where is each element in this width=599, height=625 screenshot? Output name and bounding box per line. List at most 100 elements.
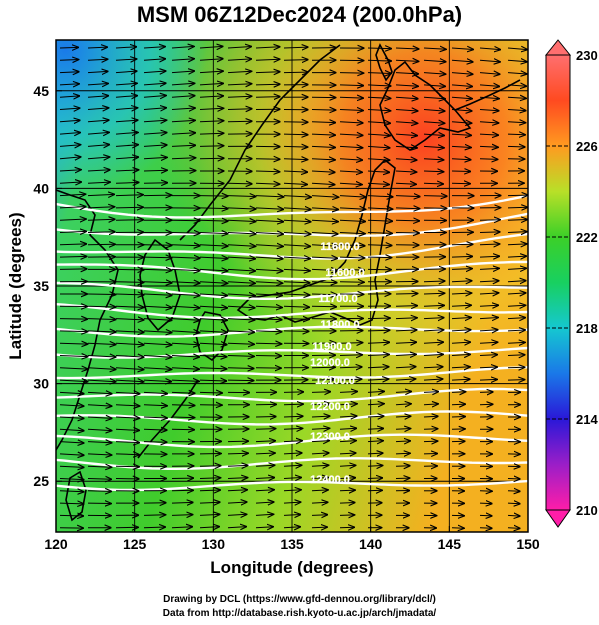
wind-arrow [199,257,228,258]
wind-arrow [171,96,195,98]
wind-arrow [59,133,80,135]
wind-arrow [115,220,143,221]
wind-arrow [451,404,465,405]
wind-arrow [59,108,80,109]
wind-arrow [283,159,308,160]
wind-arrow [87,380,116,382]
wind-arrow [311,515,328,516]
wind-arrow [367,171,390,172]
wind-arrow [423,379,443,380]
wind-arrow [59,182,81,183]
wind-arrow [339,159,363,160]
wind-arrow [339,245,365,246]
wind-arrow [171,380,199,381]
wind-arrow [423,48,446,49]
wind-arrow [199,392,222,393]
wind-arrow [283,282,310,283]
wind-arrow [59,429,84,430]
wind-arrow [115,380,144,382]
wind-arrow [199,269,228,271]
wind-arrow [227,47,251,49]
wind-arrow [115,356,144,358]
wind-arrow [87,356,116,358]
wind-arrow [451,122,472,123]
wind-arrow [451,146,471,147]
wind-arrow [367,404,384,405]
wind-arrow [115,306,144,307]
wind-arrow [339,220,365,221]
wind-arrow [339,257,365,258]
wind-arrow [171,269,200,270]
height-contour-line [56,212,528,237]
wind-arrow [87,244,115,245]
wind-arrow [311,134,335,135]
wind-arrow [143,282,172,283]
wind-arrow [283,60,308,61]
colorbar-tick-label: 230 [576,48,598,63]
wind-arrow [451,281,472,282]
wind-arrow [59,405,84,406]
wind-arrow [171,133,195,134]
colorbar-bottom-triangle [545,509,571,528]
wind-arrow [507,491,520,492]
wind-arrow [367,122,390,123]
honshu-coast [236,158,396,326]
wind-arrow [115,417,140,418]
wind-arrow [115,331,144,332]
wind-arrow [87,59,108,60]
wind-arrow [115,368,144,370]
wind-arrow [255,269,283,271]
wind-arrow [395,73,419,74]
wind-arrow [143,515,166,516]
wind-arrow [199,133,224,134]
wind-arrow [199,282,228,284]
wind-arrow [451,417,465,418]
contour-label: 11900.0 [312,341,351,353]
wind-arrow [423,392,438,393]
height-contour-line [56,194,528,219]
wind-arrow [283,269,310,270]
wind-arrow [59,331,88,332]
wind-arrow [227,319,255,320]
wind-arrow [227,245,256,247]
wind-arrow [395,318,417,319]
wind-arrow [507,268,526,269]
height-contour-line [56,281,528,300]
wind-arrow [143,245,172,246]
wind-arrow [171,59,194,61]
wind-arrow [339,110,363,111]
wind-arrow [367,60,391,61]
wind-arrow [451,379,470,380]
wind-arrow [255,84,280,85]
wind-arrow [255,196,284,197]
wind-arrow [339,490,355,491]
wind-arrow [395,183,416,184]
wind-arrow [255,331,282,332]
wind-arrow [171,282,200,283]
wind-arrow [283,171,308,172]
wind-arrow [255,306,282,307]
wind-arrow [283,257,310,259]
wind-arrow [311,392,331,393]
wind-arrow [395,367,416,368]
wind-arrow [339,343,363,344]
wind-arrow [507,232,527,233]
wind-arrow [283,294,310,295]
height-contour-line [56,325,528,338]
wind-arrow [507,380,525,381]
wind-arrow [311,502,328,503]
wind-arrow [339,183,362,184]
wind-arrow [227,453,248,454]
wind-arrow [451,392,466,393]
wind-arrow [451,256,473,257]
contour-label: 11800.0 [320,319,359,331]
wind-arrow [283,428,303,429]
wind-arrow [143,108,166,110]
wind-arrow [451,318,471,319]
wind-arrow [255,319,282,320]
wind-arrow [115,71,137,73]
wind-arrow [227,269,255,271]
wind-arrow [143,183,167,184]
wind-arrow [395,342,417,343]
wind-arrow [451,73,473,75]
